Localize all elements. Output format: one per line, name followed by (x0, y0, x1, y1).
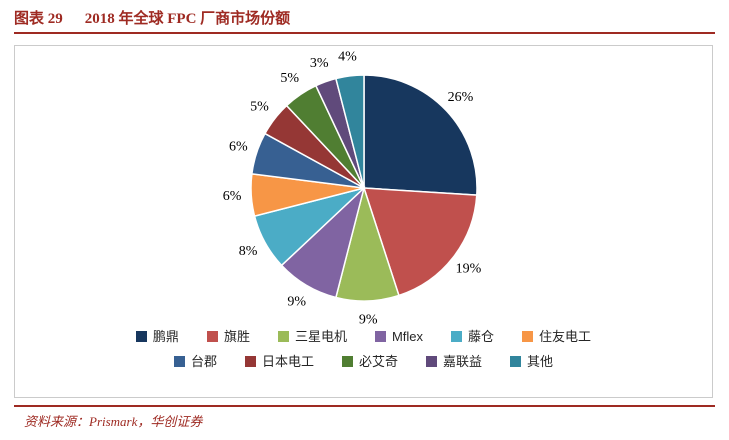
legend-label: 必艾奇 (358, 354, 398, 369)
pie-slice-鹏鼎 (363, 74, 478, 196)
legend-label: 旗胜 (223, 329, 250, 344)
legend-item-其他: 其他 (510, 355, 553, 368)
legend-label: Mflex (391, 329, 424, 344)
slice-label-Mflex: 9% (287, 294, 306, 309)
legend: 鹏鼎 旗胜 三星电机 Mflex 藤仓 住友电工台郡 日本电工 必艾奇 嘉联益 其他 (15, 330, 712, 368)
slice-label-鹏鼎: 26% (448, 90, 474, 105)
legend-swatch (522, 331, 534, 342)
legend-swatch (374, 331, 386, 342)
page-title: 2018 年全球 FPC 厂商市场份额 (84, 11, 291, 27)
legend-item-台郡: 台郡 (173, 354, 217, 369)
legend-item-日本电工: 日本电工 (244, 354, 314, 369)
legend-item-住友电工: 住友电工 (522, 330, 591, 343)
legend-swatch (206, 331, 218, 342)
legend-item-旗胜: 旗胜 (206, 329, 250, 344)
slice-label-日本电工: 5% (250, 100, 269, 115)
legend-label: 三星电机 (294, 329, 347, 344)
footer-divider (14, 405, 715, 407)
legend-swatch (510, 356, 522, 367)
pie-slice-其他 (334, 74, 365, 189)
slice-label-三星电机: 9% (359, 313, 378, 328)
legend-item-Mflex: Mflex (374, 329, 424, 344)
legend-label: 日本电工 (261, 354, 314, 369)
legend-item-鹏鼎: 鹏鼎 (135, 329, 179, 344)
header-divider (14, 32, 715, 34)
legend-item-三星电机: 三星电机 (277, 329, 347, 344)
legend-swatch (135, 331, 147, 342)
chart-area: 26% 19% 9% 9% 8% 6% 6% 5% 5% 3% 4% 鹏鼎 旗胜 三星电机 Mflex 藤仓… (14, 45, 713, 398)
pie-slice-旗胜 (362, 187, 478, 297)
source-note: 资料来源：Prismark，华创证券 (24, 414, 203, 429)
slice-label-必艾奇: 5% (280, 71, 299, 86)
slice-label-其他: 4% (338, 49, 357, 64)
legend-swatch (173, 356, 185, 367)
legend-swatch (341, 356, 353, 367)
slice-label-台郡: 6% (229, 140, 248, 155)
slice-label-住友电工: 6% (223, 189, 242, 204)
chart-header: 图表 29 2018 年全球 FPC 厂商市场份额 (14, 7, 290, 28)
legend-label: 藤仓 (468, 329, 495, 344)
slice-label-嘉联益: 3% (310, 56, 329, 71)
legend-swatch (426, 356, 437, 367)
legend-label: 其他 (527, 354, 554, 369)
legend-label: 鹏鼎 (152, 329, 179, 344)
legend-item-嘉联益: 嘉联益 (426, 355, 482, 368)
legend-swatch (451, 331, 463, 342)
slice-label-旗胜: 19% (456, 262, 482, 277)
legend-label: 住友电工 (539, 329, 592, 344)
legend-row: 台郡 日本电工 必艾奇 嘉联益 其他 (173, 354, 553, 369)
pie-chart: 26% 19% 9% 9% 8% 6% 6% 5% 5% 3% 4% (223, 49, 482, 328)
legend-item-藤仓: 藤仓 (451, 330, 494, 343)
legend-label: 嘉联益 (443, 354, 483, 369)
legend-row: 鹏鼎 旗胜 三星电机 Mflex 藤仓 住友电工 (135, 329, 591, 344)
legend-label: 台郡 (190, 354, 217, 369)
legend-swatch (277, 331, 289, 342)
legend-swatch (244, 356, 256, 367)
figure-label: 图表 29 (14, 11, 63, 27)
slice-label-藤仓: 8% (239, 244, 258, 259)
legend-item-必艾奇: 必艾奇 (341, 354, 398, 369)
